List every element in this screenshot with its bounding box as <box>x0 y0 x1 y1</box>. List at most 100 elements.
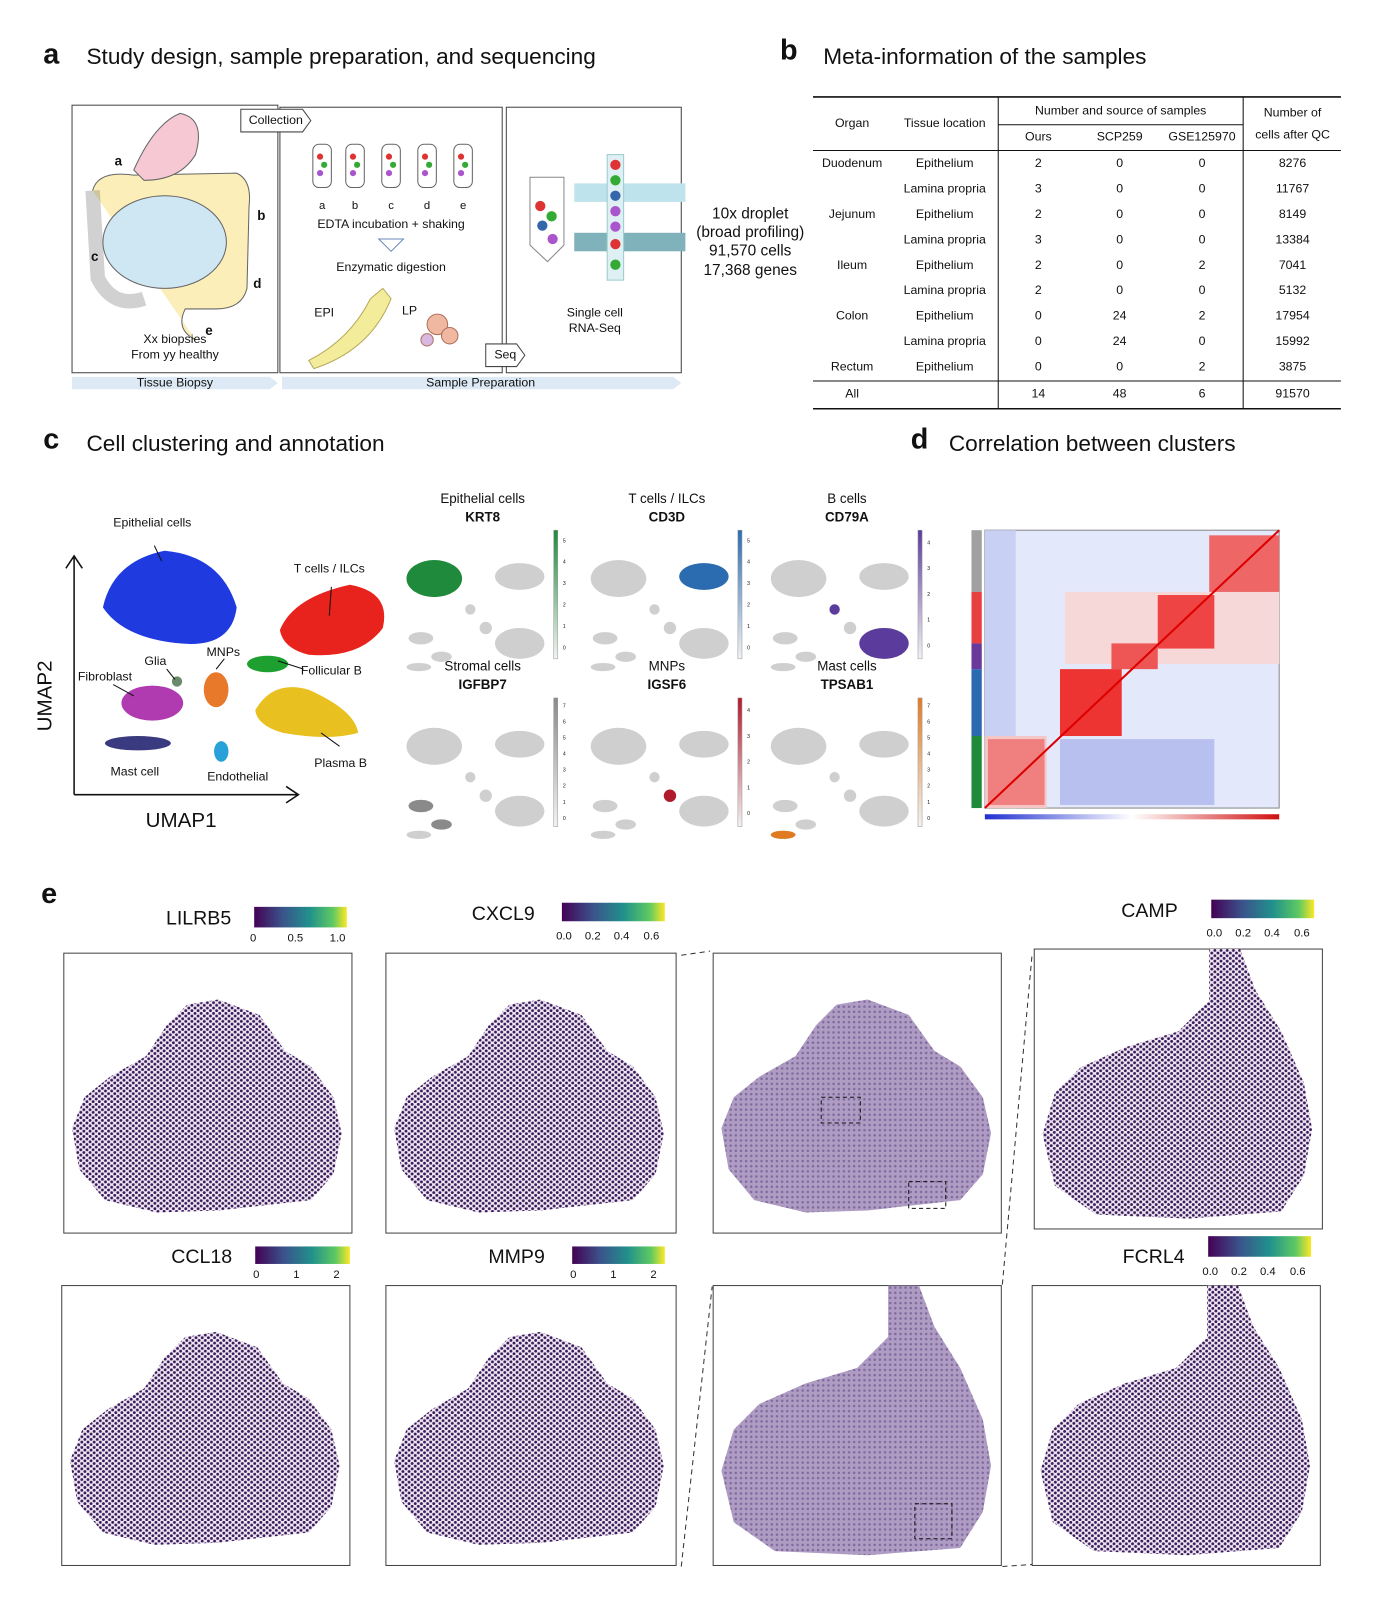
table-cell: 14 <box>1032 387 1046 401</box>
label: LP <box>402 303 417 317</box>
colorbar <box>254 906 347 928</box>
panel-letter: e <box>41 878 57 910</box>
cluster-label: Mast cell <box>110 764 159 778</box>
label: d <box>424 200 430 212</box>
gene-label: IGSF6 <box>648 677 687 692</box>
tick-label: 3 <box>747 734 750 740</box>
table-cell: Epithelium <box>916 156 974 170</box>
table-cell: 0 <box>1116 283 1123 297</box>
tick-label: 2 <box>747 760 750 766</box>
tick-label: 3 <box>747 581 750 587</box>
tick-label: 0 <box>747 645 750 651</box>
cell-dot <box>349 153 357 160</box>
tick-label: 4 <box>927 540 930 546</box>
tick-label: 0 <box>927 643 930 649</box>
label: Tissue location <box>904 116 986 130</box>
cluster-label: Follicular B <box>301 663 362 677</box>
tick-label: 6 <box>563 719 566 725</box>
tick-label: 0.2 <box>1235 928 1251 940</box>
tick-label: 0 <box>253 1269 259 1281</box>
label: Number and source of samples <box>1035 104 1206 118</box>
label: a <box>115 153 123 168</box>
table-cell: 24 <box>1113 309 1127 323</box>
gene-label: TPSAB1 <box>821 677 874 692</box>
expression <box>770 830 796 839</box>
colorbar <box>1211 899 1315 919</box>
tick-label: 2 <box>333 1269 339 1281</box>
tick-label: 0.6 <box>644 931 660 943</box>
label: cells after QC <box>1255 127 1330 141</box>
table-cell: Lamina propria <box>904 283 986 297</box>
gene-label: MMP9 <box>488 1246 544 1268</box>
label: EPI <box>314 305 334 319</box>
table-cell: 2 <box>1035 258 1042 272</box>
table-cell: 48 <box>1113 387 1127 401</box>
cell-dot <box>316 153 324 160</box>
panel-letter: d <box>911 423 929 455</box>
table-cell: 5132 <box>1279 283 1307 297</box>
table-cell: All <box>845 387 859 401</box>
label: b <box>257 208 265 223</box>
table-cell: 2 <box>1035 207 1042 221</box>
label: RNA-Seq <box>569 321 621 335</box>
tick-label: 3 <box>563 581 566 587</box>
tick-label: 3 <box>927 768 930 774</box>
stage-arrow <box>72 376 278 390</box>
feature-plot <box>590 560 729 672</box>
cell-dot <box>457 153 465 160</box>
colorbar <box>737 697 743 827</box>
feature-plot <box>770 560 909 672</box>
seq-tag <box>485 343 526 368</box>
table-cell: 0 <box>1116 232 1123 246</box>
cell-dot <box>462 161 469 168</box>
cluster-label: Endothelial <box>207 769 268 783</box>
table-cell: Rectum <box>831 359 873 373</box>
tick-label: 2 <box>650 1269 656 1281</box>
tick-label: 0.6 <box>1294 928 1310 940</box>
gene-label: CXCL9 <box>472 903 535 925</box>
expression <box>431 819 452 830</box>
tick-label: 2 <box>563 784 566 790</box>
table-cell: 13384 <box>1275 232 1309 246</box>
table-cell: 3875 <box>1279 359 1307 373</box>
label: Organ <box>835 116 869 130</box>
tick-label: 0 <box>563 645 566 651</box>
table-cell: 0 <box>1116 258 1123 272</box>
table-cell: 0 <box>1116 156 1123 170</box>
table-cell: 24 <box>1113 334 1127 348</box>
cell-dot <box>426 161 433 168</box>
tick-label: 4 <box>563 752 566 758</box>
panel-letter: a <box>43 38 60 70</box>
table-cell: Lamina propria <box>904 232 986 246</box>
table-cell: 0 <box>1199 232 1206 246</box>
step-arrow <box>377 238 405 253</box>
tick-label: 5 <box>927 736 930 742</box>
umap-plot <box>65 545 385 804</box>
tick-label: 1 <box>747 785 750 791</box>
table-cell: 7041 <box>1279 258 1307 272</box>
label: Ours <box>1025 129 1052 143</box>
expression <box>406 560 463 598</box>
table-cell: 91570 <box>1275 387 1309 401</box>
table-cell: 0 <box>1199 156 1206 170</box>
table-cell: 11767 <box>1276 182 1310 196</box>
tick-label: 4 <box>747 708 750 714</box>
collection-tag <box>240 108 312 133</box>
tick-label: 5 <box>563 736 566 742</box>
table-cell: 17954 <box>1275 309 1309 323</box>
panel-title: Study design, sample preparation, and se… <box>86 44 595 69</box>
tick-label: 1 <box>293 1269 299 1281</box>
label: MNPs <box>649 659 686 674</box>
table-cell: 3 <box>1035 232 1042 246</box>
tick-label: 4 <box>927 752 930 758</box>
tick-label: 2 <box>927 592 930 598</box>
table-cell: 0 <box>1035 334 1042 348</box>
tick-label: 5 <box>747 538 750 544</box>
colorbar <box>572 1246 665 1264</box>
cell-dot <box>421 170 429 177</box>
label: T cells / ILCs <box>628 491 705 506</box>
tick-label: 0 <box>563 816 566 822</box>
label: Sample Preparation <box>426 375 535 389</box>
table-cell: 0 <box>1035 359 1042 373</box>
panel-letter: b <box>780 34 798 66</box>
